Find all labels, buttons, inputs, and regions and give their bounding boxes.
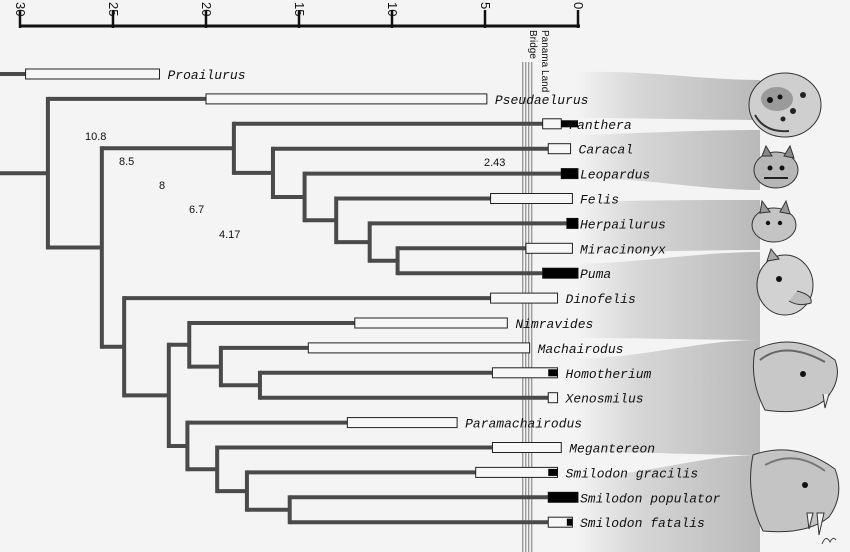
fossil-range-bar [475,466,559,478]
jaguar-head-icon [748,72,822,138]
lineage-fans [575,71,760,552]
taxon-label: Dinofelis [566,292,636,307]
taxon-label: Machairodus [538,342,624,357]
fossil-range-bars [25,68,579,528]
taxon-label: Paramachairodus [465,417,582,432]
node-age-label: 2.43 [484,157,505,169]
lineage-fan [575,340,760,455]
fossil-range-bar [491,442,562,453]
fossil-range-bar [491,367,559,379]
fossil-range-bar [25,68,160,80]
fossil-range-bar [346,417,458,429]
axis-tick-label: 20 [199,2,214,16]
node-age-label: 10.8 [85,131,106,143]
fossil-range-bar [542,118,562,130]
fossil-range-dark [561,168,578,179]
fossil-range-bar [307,342,531,354]
fossil-range-dark [548,468,558,476]
lineage-fan [575,130,760,190]
taxon-label: Miracinonyx [580,242,666,257]
taxon-label: Smilodon populator [580,491,721,506]
axis-tick-label: 5 [478,2,493,9]
fossil-range-dark [542,268,578,279]
smilodon-head-icon [750,449,840,536]
bridge-label: Bridge [527,30,538,59]
fossil-range-dark [548,369,558,377]
fossil-range-bar [205,93,488,105]
fossil-range-bar [354,317,508,329]
axis-tick-label: 25 [106,2,121,16]
puma-head-icon [756,247,814,316]
fossil-range-dark [561,120,578,128]
lineage-fan [575,455,760,552]
phylogenetic-tree [0,72,567,525]
panama-land-bridge-band [522,62,533,552]
time-axis: 30 25 20 15 10 5 0 [13,2,586,28]
panama-label: Panama Land [539,30,550,92]
taxon-label: Caracal [579,143,634,158]
axis-tick-label: 0 [571,2,586,9]
taxon-label: Nimravides [515,317,593,332]
fossil-range-dark [566,518,573,526]
signature-mark-icon [821,537,837,545]
taxon-label: Felis [580,193,619,208]
taxon-label: Herpailurus [580,217,666,232]
fossil-range-bar [547,392,559,404]
node-age-label: 6.7 [189,204,204,216]
taxon-label: Smilodon gracilis [566,466,699,481]
fossil-range-bar [490,193,573,204]
axis-tick-label: 10 [385,2,400,16]
taxon-label: Leopardus [580,168,650,183]
fossil-range-bar [490,292,559,304]
axis-tick-label: 15 [292,2,307,16]
taxon-label: Megantereon [569,442,655,457]
taxon-labels: Proailurus Pseudaelurus Panthera Caracal Leo… [168,68,721,531]
node-age-label: 8.5 [119,156,134,168]
node-age-label: 8 [159,180,165,192]
taxon-label: Panthera [569,118,631,133]
lineage-fan [575,200,760,252]
taxon-label: Puma [580,267,611,282]
fossil-range-dark [548,492,578,503]
taxon-label: Homotherium [566,367,652,382]
node-age-label: 4.17 [219,229,240,241]
node-age-labels: 10.8 8.5 8 6.7 4.17 2.43 [85,131,505,241]
homotherium-head-icon [752,341,838,413]
lynx-head-icon [751,199,797,243]
lineage-fan [575,71,760,120]
fossil-range-dark [566,218,578,229]
fossil-range-bar [547,143,572,155]
fossil-range-bar [525,242,573,254]
taxon-label: Smilodon fatalis [580,516,705,531]
ocelot-head-icon [753,144,799,189]
lineage-fan [575,252,760,340]
taxon-label: Xenosmilus [565,392,644,407]
taxon-label: Pseudaelurus [495,93,589,108]
axis-tick-label: 30 [13,2,28,16]
taxon-label: Proailurus [168,68,246,83]
